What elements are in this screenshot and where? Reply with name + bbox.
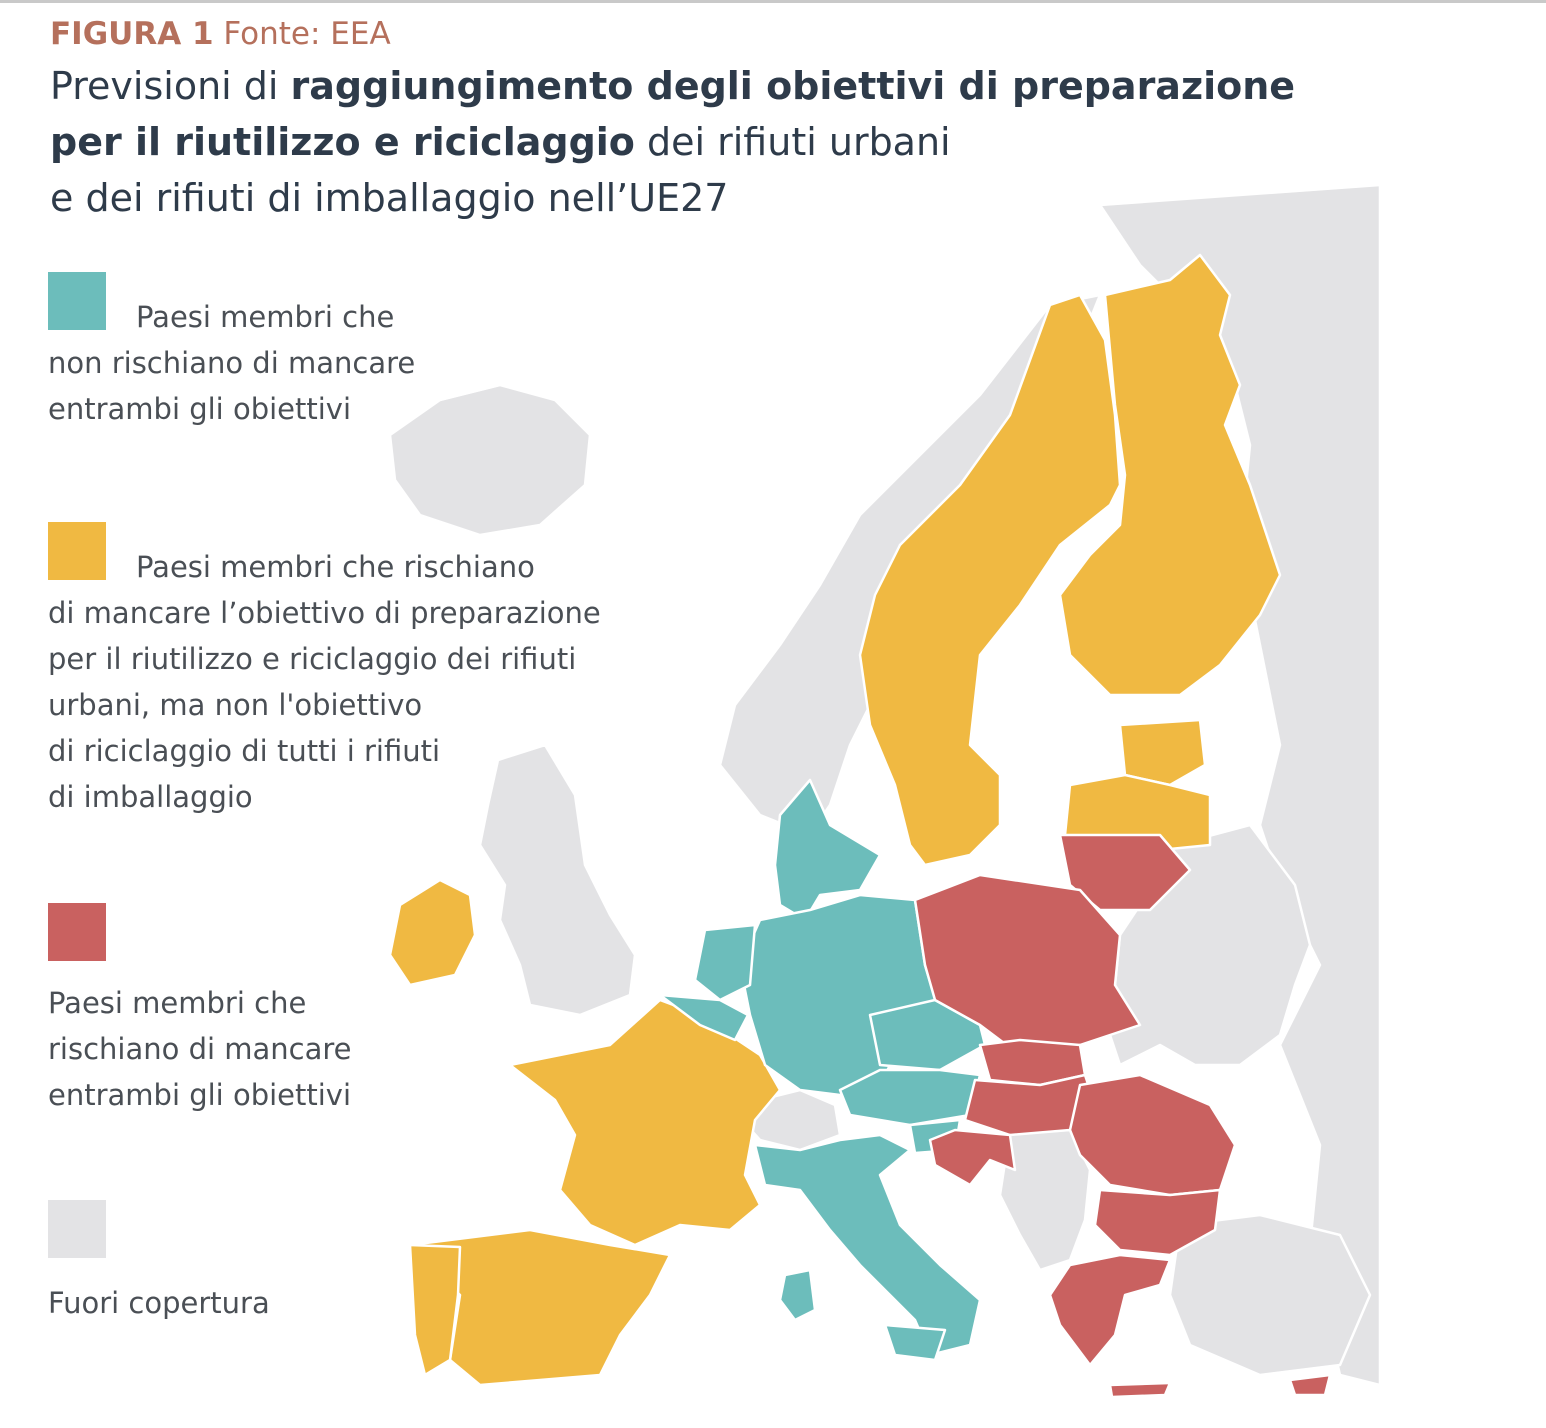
title-text: Previsioni di <box>50 64 291 108</box>
legend-swatch-grey <box>48 1200 106 1258</box>
title-text: dei rifiuti urbani <box>634 120 951 164</box>
chart-title: Previsioni di raggiungimento degli obiet… <box>50 58 1350 226</box>
country-iceland <box>388 383 592 537</box>
country-poland <box>913 873 1142 1057</box>
country-sicily <box>883 1323 947 1362</box>
figure-source: Fonte: EEA <box>223 16 391 52</box>
title-text: e dei rifiuti di imballaggio nell’UE27 <box>50 176 729 220</box>
country-netherlands <box>693 923 757 1002</box>
country-belgium <box>658 993 750 1042</box>
figure-label: FIGURA 1 Fonte: EEA <box>50 14 391 54</box>
title-line-2: per il riutilizzo e riciclaggio dei rifi… <box>50 114 1350 170</box>
legend-label-risk-municipal: Paesi membri che rischiano di mancare l’… <box>48 550 601 814</box>
title-line-1: Previsioni di raggiungimento degli obiet… <box>50 58 1350 114</box>
country-cyprus <box>1288 1373 1332 1397</box>
country-uk <box>478 743 637 1017</box>
legend-swatch-yellow <box>48 522 106 580</box>
title-bold-text: raggiungimento degli obiettivi di prepar… <box>290 64 1296 108</box>
legend-label-not-covered: Fuori copertura <box>48 1286 270 1320</box>
country-finland <box>1058 253 1282 697</box>
country-sardinia <box>778 1268 817 1322</box>
legend-swatch-red <box>48 903 106 961</box>
country-turkey <box>1168 1213 1372 1377</box>
figure-number: FIGURA 1 <box>50 16 214 52</box>
country-greece <box>1048 1253 1172 1367</box>
country-lithuania <box>1058 833 1192 912</box>
country-ireland <box>388 878 477 987</box>
legend-swatch-teal <box>48 272 106 330</box>
top-rule <box>0 0 1546 3</box>
country-denmark <box>773 778 882 922</box>
country-sweden <box>858 293 1122 867</box>
title-line-3: e dei rifiuti di imballaggio nell’UE27 <box>50 170 1350 226</box>
country-romania <box>1068 1073 1237 1197</box>
country-estonia <box>1118 718 1207 787</box>
country-italy <box>753 1133 982 1357</box>
country-crete <box>1108 1381 1172 1399</box>
legend-label-no-risk: Paesi membri che non rischiano di mancar… <box>48 300 416 426</box>
europe-map <box>380 185 1380 1420</box>
country-austria <box>838 1068 982 1127</box>
country-croatia <box>928 1128 1017 1187</box>
country-portugal <box>408 1243 462 1377</box>
legend-label-risk-both: Paesi membri che rischiano di mancare en… <box>48 986 352 1112</box>
title-bold-text: per il riutilizzo e riciclaggio <box>50 120 635 164</box>
country-bulgaria <box>1093 1188 1222 1257</box>
europe-map-svg <box>388 185 1380 1399</box>
